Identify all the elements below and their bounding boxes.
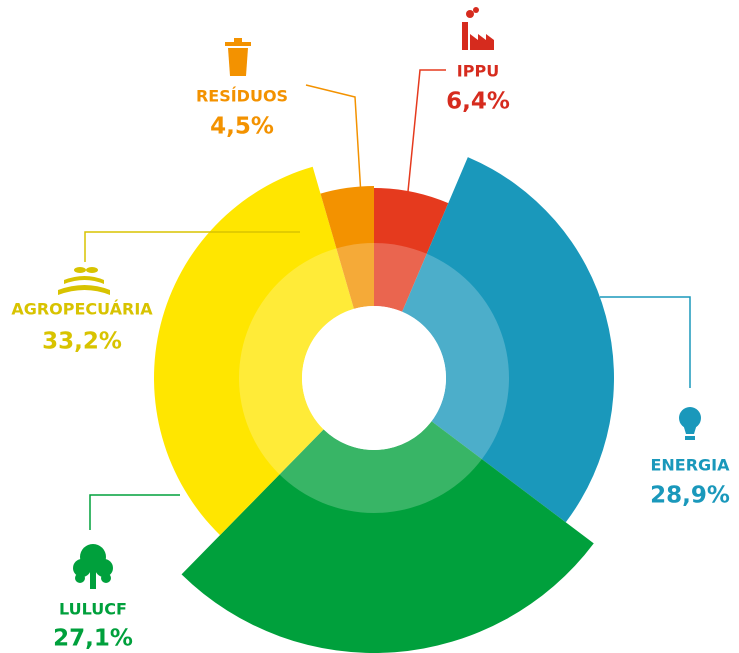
leader-line <box>403 69 446 233</box>
leader-line <box>305 84 363 213</box>
category-label: RESÍDUOS <box>196 87 288 106</box>
sector <box>154 166 354 536</box>
sector <box>374 188 449 312</box>
leader-line <box>84 231 300 262</box>
category-label: IPPU <box>457 62 499 81</box>
sector <box>402 157 615 523</box>
value-label: 28,9% <box>650 483 730 509</box>
farm-icon <box>58 267 110 295</box>
category-label: AGROPECUÁRIA <box>11 300 153 319</box>
value-label: 27,1% <box>53 626 133 652</box>
sector <box>181 421 594 653</box>
hole <box>302 306 446 450</box>
leader-line <box>600 296 691 388</box>
sectors <box>154 157 615 653</box>
bulb-icon <box>679 407 701 440</box>
value-label: 6,4% <box>446 89 510 115</box>
value-label: 4,5% <box>210 114 274 140</box>
category-label: ENERGIA <box>650 456 730 475</box>
value-label: 33,2% <box>42 329 122 355</box>
tree-icon <box>73 544 113 589</box>
trash-icon <box>225 38 251 76</box>
sector <box>320 186 374 309</box>
category-label: LULUCF <box>59 600 127 619</box>
factory-icon <box>462 7 494 50</box>
leader-line <box>89 494 180 530</box>
